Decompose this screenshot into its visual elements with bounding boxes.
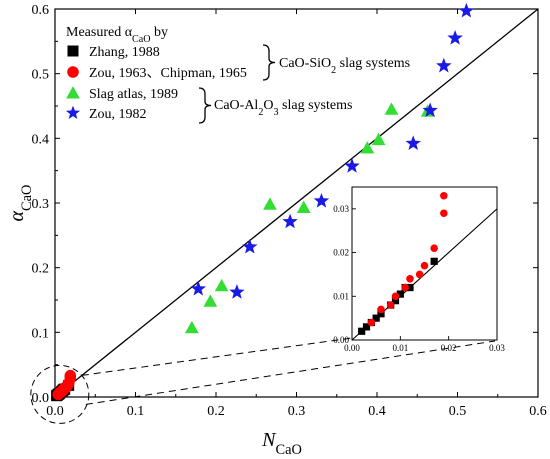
square-point — [358, 327, 366, 335]
inset-plot: 0.00 0.01 0.02 0.03 0.00 0.01 0.02 0.03 — [333, 186, 505, 353]
axis-titles: NCaO αCaO — [6, 185, 302, 458]
square-point — [372, 314, 380, 322]
star-point — [344, 158, 360, 173]
circle-point — [377, 305, 385, 314]
square-point — [391, 297, 400, 305]
square-point — [396, 290, 404, 298]
star-point — [190, 280, 206, 296]
inset-series-circle — [367, 191, 448, 327]
legend-swatch-star — [65, 105, 81, 120]
circle-point — [406, 275, 414, 283]
circle-point — [415, 270, 424, 279]
circle-point — [440, 209, 448, 218]
star-point — [405, 135, 421, 151]
star-point — [447, 30, 463, 45]
zoom-connector-upper — [81, 337, 353, 376]
triangle-point — [214, 278, 229, 292]
inset-y-tick-label: 0.00 — [333, 335, 349, 345]
legend-swatch-square — [67, 45, 79, 57]
y-tick-label: 0.2 — [32, 262, 50, 277]
legend-label: Zhang, 1988 — [89, 45, 160, 60]
star-point — [242, 238, 258, 254]
inset-y-tick-label: 0.01 — [333, 291, 349, 301]
triangle-point — [360, 141, 375, 154]
star-point — [436, 57, 452, 73]
reference-line-y-equals-x — [54, 8, 539, 398]
series-star — [190, 2, 475, 299]
y-tick-label: 0.5 — [32, 68, 50, 83]
x-tick-label: 0.3 — [288, 404, 306, 419]
y-axis-title: αCaO — [6, 185, 35, 222]
inset-x-tick-label: 0.01 — [392, 343, 408, 353]
legend-label: Zou, 1982 — [89, 107, 147, 122]
circle-point — [430, 244, 438, 252]
legend-group-label: CaO-Al2O3 slag systems — [214, 98, 352, 118]
y-tick-label: 0.3 — [32, 197, 50, 212]
series-circle — [52, 369, 77, 401]
legend-title: Measured αCaO by — [66, 25, 168, 45]
circle-point — [420, 261, 429, 270]
x-tick-label: 0.5 — [449, 404, 467, 419]
star-point — [229, 284, 245, 299]
legend-group-brace — [262, 44, 276, 81]
x-axis-title: NCaO — [261, 429, 302, 458]
x-tick-label: 0.6 — [529, 404, 547, 419]
square-point — [430, 257, 438, 265]
triangle-point — [203, 294, 218, 307]
main-data-marks — [51, 2, 539, 402]
x-tick-label: 0.4 — [368, 404, 386, 419]
star-point — [458, 2, 475, 18]
triangle-point — [384, 102, 399, 115]
square-point — [362, 323, 371, 331]
triangle-point — [296, 200, 311, 214]
inset-y-tick-label: 0.03 — [333, 204, 349, 214]
circle-point — [367, 318, 376, 327]
legend-label: Slag atlas, 1989 — [89, 87, 178, 102]
legend-group-brace — [198, 87, 212, 124]
circle-point — [440, 191, 448, 200]
inset-x-tick-label: 0.03 — [489, 343, 505, 353]
main-axes: 0.0 0.1 0.2 0.3 0.4 0.5 0.6 0.0 0.1 0.2 0.3 0.4 0.5 0… — [32, 3, 547, 419]
inset-y-tick-label: 0.02 — [333, 248, 349, 258]
square-point — [406, 283, 414, 292]
star-point — [313, 192, 330, 208]
legend-swatch-triangle — [66, 86, 80, 99]
legend-group-label: CaO-SiO2 slag systems — [279, 56, 410, 76]
x-tick-label: 0.1 — [127, 404, 145, 419]
inset-x-tick-label: 0.02 — [441, 343, 457, 353]
zoom-connector-lower — [85, 340, 496, 405]
y-tick-label: 0.6 — [32, 3, 50, 18]
y-tick-label: 0.0 — [32, 391, 50, 406]
circle-point — [391, 292, 400, 301]
circle-point — [386, 301, 395, 309]
star-point — [282, 213, 298, 229]
zoom-circle — [30, 364, 90, 424]
triangle-point — [371, 132, 386, 146]
triangle-point — [263, 197, 277, 210]
circle-point — [64, 369, 77, 382]
square-point — [377, 310, 385, 318]
x-tick-label: 0.0 — [46, 404, 64, 419]
triangle-point — [184, 320, 199, 334]
legend-label: Zou, 1963、Chipman, 1965 — [89, 66, 247, 81]
star-point — [422, 102, 438, 118]
legend-swatch-circle — [67, 66, 79, 78]
circle-point — [401, 283, 409, 292]
y-tick-label: 0.1 — [32, 326, 50, 341]
zoom-guides — [30, 337, 496, 424]
x-tick-label: 0.2 — [207, 404, 225, 419]
inset-x-tick-label: 0.00 — [344, 343, 360, 353]
y-tick-label: 0.4 — [32, 132, 50, 147]
